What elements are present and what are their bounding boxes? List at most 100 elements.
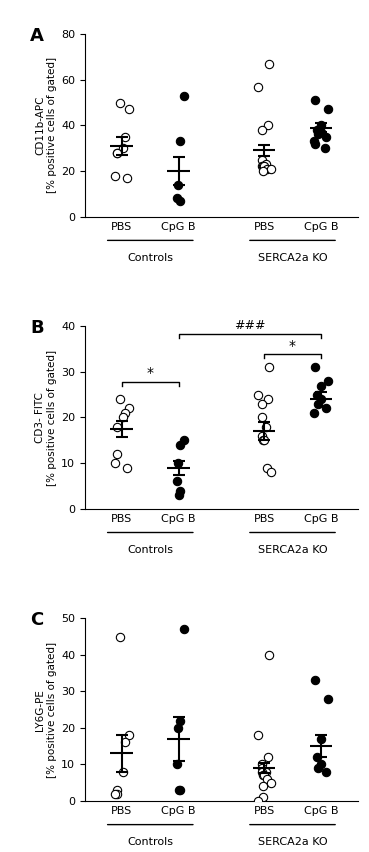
Point	[318, 393, 324, 406]
Text: SERCA2a KO: SERCA2a KO	[258, 545, 327, 556]
Point	[318, 125, 324, 139]
Text: Controls: Controls	[127, 253, 173, 263]
Point	[175, 457, 181, 470]
Point	[260, 791, 266, 804]
Point	[120, 765, 126, 779]
Point	[125, 102, 131, 116]
Point	[112, 457, 118, 470]
Point	[181, 89, 187, 102]
Point	[255, 80, 261, 94]
Point	[261, 434, 267, 447]
Point	[266, 360, 272, 374]
Point	[315, 761, 321, 774]
Point	[177, 135, 183, 148]
Point	[114, 786, 120, 800]
Y-axis label: LY6G-PE
[% positive cells of gated]: LY6G-PE [% positive cells of gated]	[35, 642, 57, 778]
Point	[264, 461, 270, 475]
Point	[181, 623, 187, 636]
Point	[259, 153, 265, 166]
Text: Controls: Controls	[127, 545, 173, 556]
Point	[322, 141, 328, 155]
Point	[259, 159, 265, 173]
Point	[255, 794, 261, 808]
Y-axis label: CD11b-APC
[% positive cells of gated]: CD11b-APC [% positive cells of gated]	[35, 57, 57, 193]
Point	[175, 721, 181, 734]
Point	[124, 461, 130, 475]
Point	[260, 159, 266, 173]
Point	[175, 178, 181, 192]
Point	[264, 772, 270, 786]
Point	[325, 692, 331, 705]
Point	[265, 751, 270, 764]
Point	[260, 434, 266, 447]
Point	[263, 765, 269, 779]
Point	[312, 360, 318, 374]
Point	[315, 397, 321, 411]
Text: SERCA2a KO: SERCA2a KO	[258, 253, 327, 263]
Y-axis label: CD3- FITC
[% positive cells of gated]: CD3- FITC [% positive cells of gated]	[35, 349, 57, 486]
Point	[263, 158, 269, 171]
Point	[263, 420, 269, 434]
Point	[323, 765, 329, 779]
Point	[123, 735, 128, 749]
Text: ###: ###	[234, 320, 266, 332]
Point	[125, 401, 131, 415]
Point	[176, 783, 182, 797]
Text: A: A	[30, 26, 44, 45]
Point	[255, 388, 261, 401]
Point	[312, 94, 318, 107]
Point	[261, 769, 267, 782]
Point	[117, 95, 123, 109]
Point	[120, 141, 126, 155]
Point	[176, 488, 182, 502]
Point	[318, 378, 324, 392]
Point	[259, 765, 265, 779]
Point	[323, 130, 329, 144]
Point	[264, 162, 270, 176]
Point	[177, 783, 183, 797]
Text: *: *	[289, 338, 296, 353]
Point	[123, 406, 128, 420]
Point	[177, 714, 183, 728]
Point	[268, 465, 274, 479]
Point	[120, 411, 126, 424]
Point	[260, 769, 266, 782]
Point	[181, 434, 187, 447]
Point	[261, 159, 267, 173]
Point	[311, 406, 317, 420]
Point	[314, 388, 320, 401]
Point	[315, 128, 321, 141]
Point	[112, 786, 118, 800]
Point	[312, 137, 318, 151]
Point	[114, 420, 120, 434]
Point	[173, 757, 179, 771]
Point	[261, 780, 266, 793]
Point	[173, 475, 179, 488]
Point	[124, 171, 130, 185]
Point	[318, 118, 324, 132]
Point	[325, 102, 331, 116]
Point	[177, 438, 183, 452]
Point	[114, 447, 120, 461]
Text: SERCA2a KO: SERCA2a KO	[258, 838, 327, 848]
Point	[177, 194, 183, 208]
Point	[259, 757, 265, 771]
Point	[314, 124, 320, 137]
Point	[318, 732, 324, 746]
Point	[265, 118, 270, 132]
Point	[323, 401, 329, 415]
Point	[268, 162, 274, 176]
Point	[255, 728, 261, 742]
Point	[112, 169, 118, 182]
Text: B: B	[30, 319, 44, 337]
Point	[314, 751, 320, 764]
Point	[123, 130, 128, 144]
Point	[318, 757, 324, 771]
Point	[125, 728, 131, 742]
Point	[259, 761, 265, 774]
Text: Controls: Controls	[127, 838, 173, 848]
Point	[114, 783, 120, 797]
Point	[259, 429, 265, 442]
Point	[312, 674, 318, 688]
Text: *: *	[147, 366, 154, 380]
